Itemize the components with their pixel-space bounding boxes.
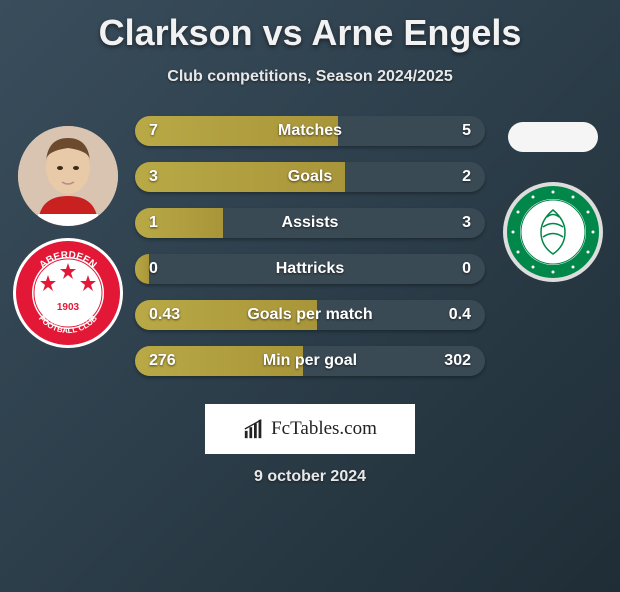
stat-row: 0Hattricks0 bbox=[135, 254, 485, 284]
branding-icon bbox=[243, 418, 265, 440]
club-logo-right bbox=[503, 182, 603, 282]
stat-row: 3Goals2 bbox=[135, 162, 485, 192]
stat-right-value: 5 bbox=[462, 122, 471, 140]
stat-label: Min per goal bbox=[135, 352, 485, 370]
stat-right-value: 0 bbox=[462, 260, 471, 278]
stat-label: Goals bbox=[135, 168, 485, 186]
stat-right-value: 0.4 bbox=[449, 306, 471, 324]
stat-row: 0.43Goals per match0.4 bbox=[135, 300, 485, 330]
stat-label: Matches bbox=[135, 122, 485, 140]
right-column bbox=[495, 116, 610, 282]
branding-text: FcTables.com bbox=[271, 418, 377, 440]
branding-box: FcTables.com bbox=[205, 404, 415, 454]
player-photo-right bbox=[508, 122, 598, 152]
date-text: 9 october 2024 bbox=[0, 468, 620, 486]
club-logo-left: 1903 ABERDEEN FOOTBALL CLUB bbox=[13, 238, 123, 348]
stat-right-value: 302 bbox=[444, 352, 471, 370]
stat-row: 7Matches5 bbox=[135, 116, 485, 146]
page-title: Clarkson vs Arne Engels bbox=[0, 12, 620, 54]
subtitle: Club competitions, Season 2024/2025 bbox=[0, 68, 620, 86]
stat-right-value: 2 bbox=[462, 168, 471, 186]
comparison-content: 1903 ABERDEEN FOOTBALL CLUB bbox=[0, 116, 620, 396]
svg-text:1903: 1903 bbox=[56, 302, 79, 313]
stats-container: 7Matches53Goals21Assists30Hattricks00.43… bbox=[135, 116, 485, 376]
stat-right-value: 3 bbox=[462, 214, 471, 232]
stat-row: 1Assists3 bbox=[135, 208, 485, 238]
stat-row: 276Min per goal302 bbox=[135, 346, 485, 376]
stat-label: Goals per match bbox=[135, 306, 485, 324]
stat-label: Assists bbox=[135, 214, 485, 232]
left-column: 1903 ABERDEEN FOOTBALL CLUB bbox=[10, 116, 125, 348]
player-photo-left bbox=[18, 126, 118, 226]
stat-label: Hattricks bbox=[135, 260, 485, 278]
